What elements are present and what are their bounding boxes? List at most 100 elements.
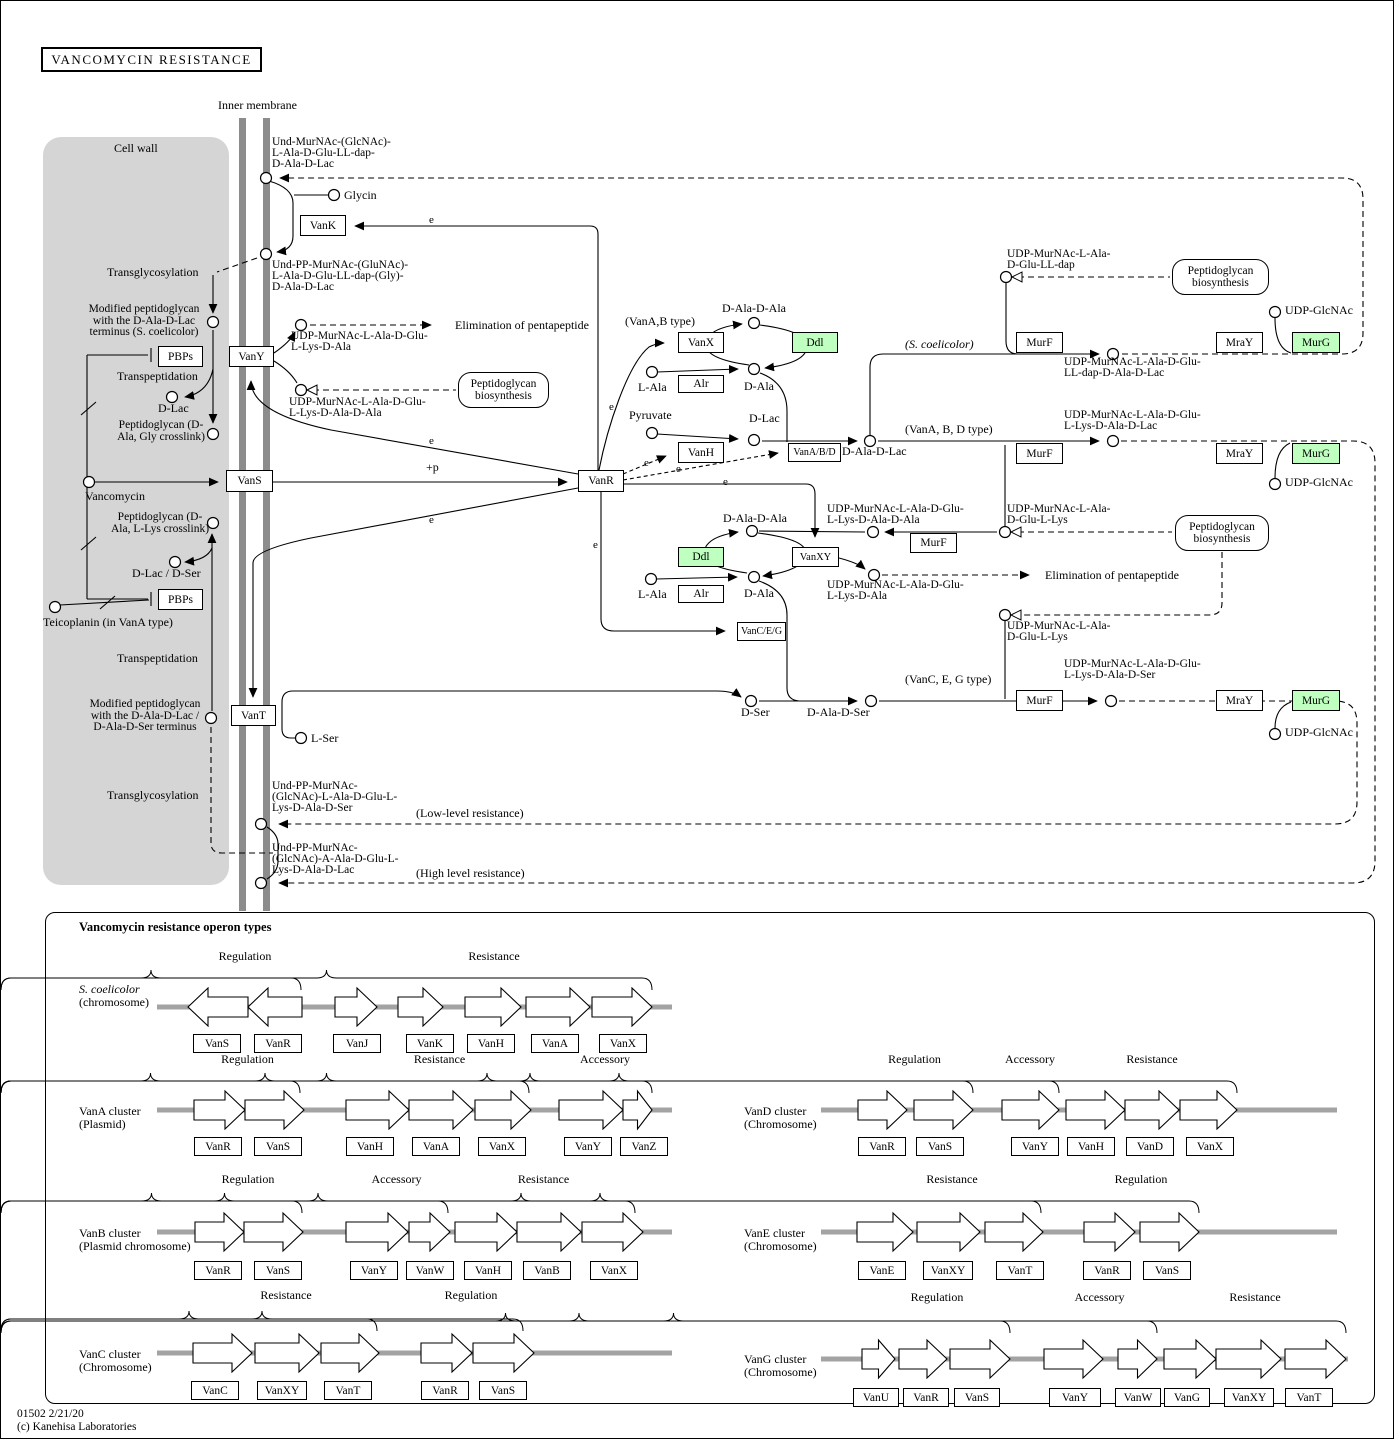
gene-box-ddl-1[interactable]: Ddl: [792, 332, 838, 353]
gene-arrow: [1043, 1338, 1104, 1380]
operon-gene-vanxy-row6[interactable]: VanXY: [1224, 1388, 1274, 1407]
chromosome-line: [821, 1229, 1337, 1235]
gene-arrow: [247, 986, 303, 1028]
operon-gene-vana-row1[interactable]: VanA: [412, 1137, 460, 1156]
operon-gene-vana-row0[interactable]: VanA: [531, 1034, 579, 1053]
group-label-resistance: Resistance: [260, 1288, 312, 1302]
gene-box-mray-1[interactable]: MraY: [1216, 332, 1263, 353]
operon-gene-vans-row2[interactable]: VanS: [916, 1137, 964, 1156]
operon-gene-vans-row0[interactable]: VanS: [193, 1034, 241, 1053]
gene-box-vank[interactable]: VanK: [300, 215, 346, 236]
operon-gene-vanw-row6[interactable]: VanW: [1115, 1388, 1161, 1407]
gene-arrow: [898, 1338, 948, 1380]
gene-arrow: [525, 986, 591, 1028]
operon-gene-vanxy-row5[interactable]: VanXY: [257, 1381, 307, 1400]
operon-gene-vand-row2[interactable]: VanD: [1126, 1137, 1174, 1156]
gene-arrow: [345, 1211, 409, 1253]
operon-gene-vanb-row3[interactable]: VanB: [523, 1261, 571, 1280]
label-high-level-resistance: (High level resistance): [416, 866, 525, 880]
operon-gene-vanr-row6[interactable]: VanR: [903, 1388, 949, 1407]
operon-gene-vany-row6[interactable]: VanY: [1049, 1388, 1101, 1407]
gene-box-vanh[interactable]: VanH: [678, 442, 724, 463]
gene-box-murg-1[interactable]: MurG: [1292, 332, 1340, 353]
operon-gene-vanh-row0[interactable]: VanH: [467, 1034, 515, 1053]
gene-box-murg-4[interactable]: MurG: [1292, 690, 1340, 711]
operon-gene-vanr-row3[interactable]: VanR: [194, 1261, 242, 1280]
gene-box-murf-1[interactable]: MurF: [1016, 332, 1063, 353]
operon-cluster-location: (Chromosome): [79, 1360, 152, 1374]
gene-arrow: [408, 1211, 451, 1253]
gene-box-alr-1[interactable]: Alr: [678, 375, 724, 393]
group-label-accessory: Accessory: [1074, 1290, 1125, 1304]
pathway-link-peptidoglycan-biosynthesis-3[interactable]: Peptidoglycan biosynthesis: [1175, 515, 1269, 551]
gene-arrow: [334, 986, 378, 1028]
gene-box-vant[interactable]: VanT: [231, 705, 276, 726]
operon-gene-vany-row2[interactable]: VanY: [1011, 1137, 1059, 1156]
gene-box-murf-3[interactable]: MurF: [910, 533, 957, 553]
label-udp-product-lac: UDP-MurNAc-L-Ala-D-Glu- L-Lys-D-Ala-D-La…: [1064, 409, 1201, 432]
operon-gene-vank-row0[interactable]: VanK: [406, 1034, 454, 1053]
gene-box-ddl-2[interactable]: Ddl: [678, 547, 724, 567]
operon-gene-vanx-row0[interactable]: VanX: [599, 1034, 647, 1053]
operon-gene-vant-row5[interactable]: VanT: [324, 1381, 372, 1400]
gene-arrow: [243, 1211, 304, 1253]
gene-arrow: [1284, 1338, 1347, 1380]
operon-gene-vanr-row5[interactable]: VanR: [421, 1381, 469, 1400]
operon-gene-vanj-row0[interactable]: VanJ: [333, 1034, 381, 1053]
gene-box-vanc-e-g[interactable]: VanC/E/G: [737, 622, 786, 641]
gene-arrow: [320, 1332, 380, 1374]
operon-gene-vany-row1[interactable]: VanY: [564, 1137, 612, 1156]
operon-gene-vanu-row6[interactable]: VanU: [853, 1388, 899, 1407]
operon-gene-vans-row1[interactable]: VanS: [254, 1137, 302, 1156]
operon-gene-vanx-row1[interactable]: VanX: [478, 1137, 526, 1156]
operon-gene-vans-row4[interactable]: VanS: [1143, 1261, 1191, 1280]
gene-box-vany[interactable]: VanY: [229, 346, 274, 367]
gene-arrow: [558, 1089, 624, 1131]
gene-arrow: [420, 1332, 473, 1374]
gene-box-murf-2[interactable]: MurF: [1016, 443, 1063, 464]
gene-box-alr-2[interactable]: Alr: [678, 585, 724, 603]
pathway-link-peptidoglycan-biosynthesis-2[interactable]: Peptidoglycan biosynthesis: [1172, 259, 1269, 295]
gene-box-pbps-2[interactable]: PBPs: [158, 589, 203, 610]
operon-gene-vanr-row0[interactable]: VanR: [254, 1034, 302, 1053]
operon-gene-vanh-row1[interactable]: VanH: [346, 1137, 394, 1156]
operon-gene-vany-row3[interactable]: VanY: [350, 1261, 398, 1280]
operon-gene-vant-row6[interactable]: VanT: [1285, 1388, 1333, 1407]
operon-gene-vane-row4[interactable]: VanE: [858, 1261, 906, 1280]
operon-gene-vanh-row3[interactable]: VanH: [464, 1261, 512, 1280]
operon-gene-vanh-row2[interactable]: VanH: [1067, 1137, 1115, 1156]
label-d-ser: D-Ser: [741, 705, 770, 719]
operon-gene-vanc-row5[interactable]: VanC: [191, 1381, 239, 1400]
chromosome-line: [157, 1350, 672, 1356]
operon-gene-vanxy-row4[interactable]: VanXY: [923, 1261, 973, 1280]
operon-gene-vanx-row3[interactable]: VanX: [590, 1261, 638, 1280]
operon-gene-vanx-row2[interactable]: VanX: [1186, 1137, 1234, 1156]
gene-box-murf-4[interactable]: MurF: [1016, 690, 1063, 711]
group-label-regulation: Regulation: [221, 1172, 275, 1186]
pathway-link-peptidoglycan-biosynthesis-1[interactable]: Peptidoglycan biosynthesis: [458, 372, 549, 408]
operon-gene-vanr-row4[interactable]: VanR: [1083, 1261, 1131, 1280]
operon-gene-vanw-row3[interactable]: VanW: [406, 1261, 454, 1280]
gene-box-mray-4[interactable]: MraY: [1216, 690, 1263, 711]
operon-gene-vans-row5[interactable]: VanS: [479, 1381, 527, 1400]
gene-box-vana-b-d[interactable]: VanA/B/D: [788, 443, 841, 462]
gene-arrow: [913, 1089, 974, 1131]
gene-box-vanx[interactable]: VanX: [678, 332, 724, 353]
gene-box-pbps-1[interactable]: PBPs: [158, 346, 203, 367]
operon-gene-vant-row4[interactable]: VanT: [996, 1261, 1044, 1280]
operon-gene-vanr-row1[interactable]: VanR: [194, 1137, 242, 1156]
gene-box-vanxy[interactable]: VanXY: [792, 547, 839, 567]
operon-gene-vans-row3[interactable]: VanS: [254, 1261, 302, 1280]
gene-arrow: [464, 986, 522, 1028]
label-d-lac-1: D-Lac: [158, 401, 189, 415]
gene-box-vanr[interactable]: VanR: [578, 470, 624, 492]
gene-box-vans[interactable]: VanS: [226, 470, 273, 492]
operon-gene-vanr-row2[interactable]: VanR: [858, 1137, 906, 1156]
operon-gene-vanz-row1[interactable]: VanZ: [620, 1137, 668, 1156]
gene-box-mray-2[interactable]: MraY: [1216, 443, 1263, 464]
operon-gene-vang-row6[interactable]: VanG: [1164, 1388, 1210, 1407]
gene-box-murg-2[interactable]: MurG: [1292, 443, 1340, 464]
inner-membrane-bar-1: [239, 118, 246, 911]
label-l-ala-2: L-Ala: [638, 587, 667, 601]
operon-gene-vans-row6[interactable]: VanS: [954, 1388, 1000, 1407]
